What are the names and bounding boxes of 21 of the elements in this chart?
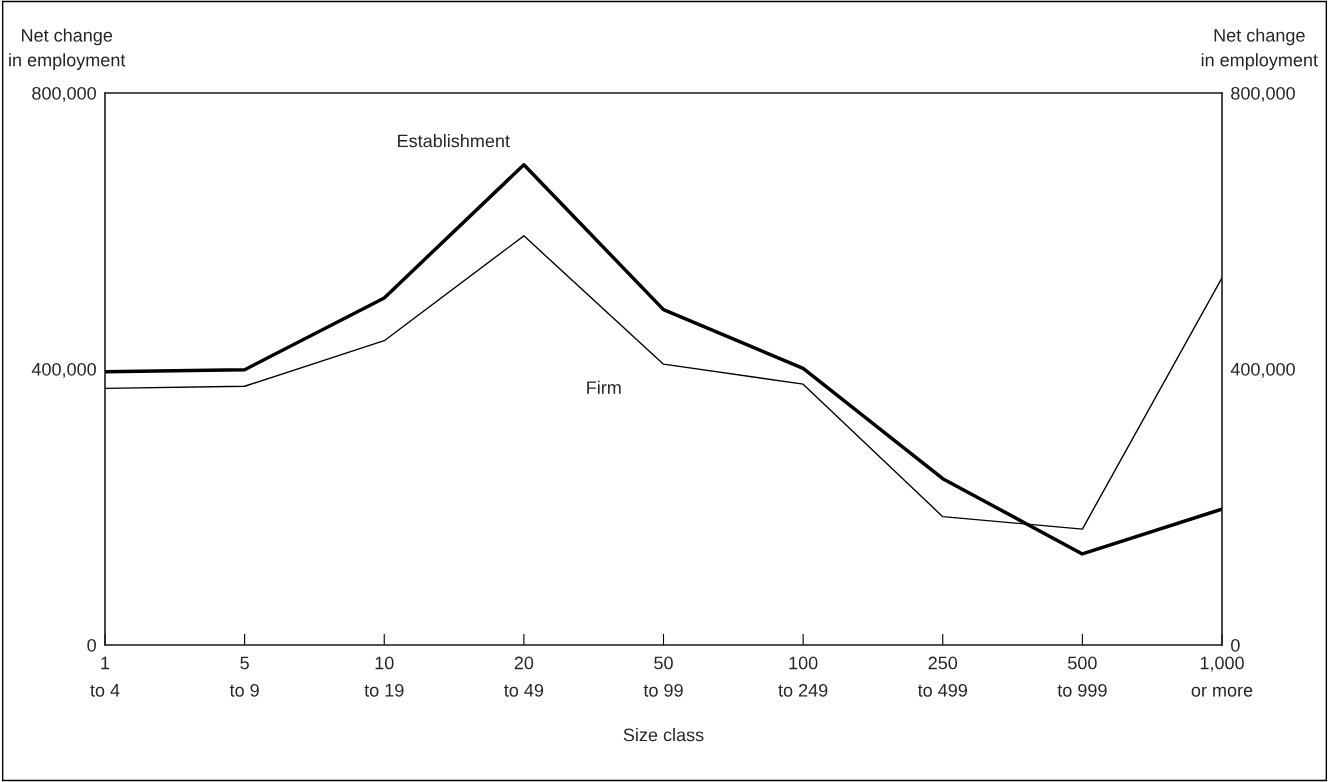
x-tick-label: 50 to 99	[643, 656, 683, 697]
y2-tick-label: 800,000	[1231, 86, 1295, 102]
text: Firm	[587, 380, 621, 394]
x-tick-label: 100 to 249	[778, 656, 828, 697]
y-tick-label: 400,000	[31, 362, 96, 378]
x-tick-label: 1 to 4	[90, 656, 120, 697]
y2-tick-label: 0	[1231, 638, 1240, 652]
y-tick-label: 800,000	[32, 86, 96, 102]
x-tick-label: 20 to 49	[504, 656, 544, 697]
x-tick-label: 10 to 19	[364, 656, 404, 697]
y-axis-title: Net change in employment	[9, 28, 126, 70]
x-axis-title: Size class	[623, 728, 704, 742]
x-tick-label: 1,000 or more	[1191, 656, 1253, 697]
series-label: Establishment	[398, 134, 510, 148]
y-tick-label: 0	[87, 638, 96, 652]
x-tick-label: 500 to 999	[1057, 656, 1107, 697]
line-series	[105, 163, 1222, 556]
y2-tick-label: 400,000	[1230, 362, 1295, 378]
y2-axis-title: Net change in employment	[1201, 28, 1318, 70]
x-tick-label: 5 to 9	[229, 656, 259, 697]
x-tick-label: 250 to 499	[917, 656, 967, 697]
